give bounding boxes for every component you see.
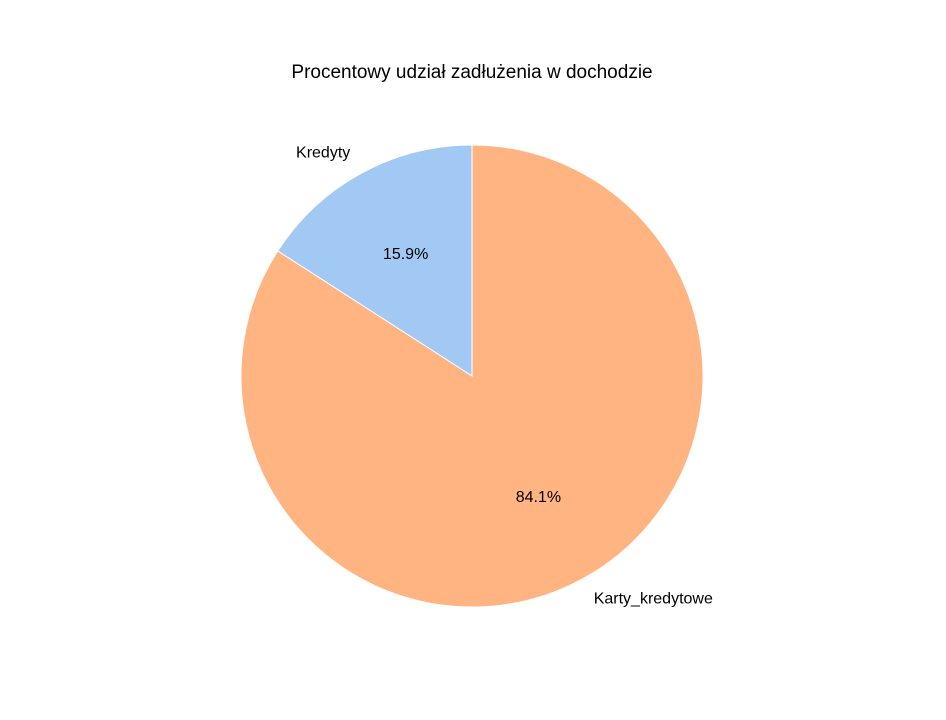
- pie-slice-kredyty: [277, 144, 473, 377]
- pie-slices: [240, 144, 704, 608]
- pie-slice-karty-kredytowe: [240, 144, 704, 608]
- pie-labels: 15.9% Kredyty 84.1% Karty_kredytowe: [296, 144, 713, 607]
- pie-category-label: Karty_kredytowe: [594, 591, 713, 608]
- pie-category-label: Kredyty: [296, 144, 350, 161]
- pie-percent-label: 15.9%: [383, 246, 428, 263]
- chart-title: Procentowy udział zadłużenia w dochodzie: [291, 62, 652, 83]
- pie-percent-label: 84.1%: [516, 489, 561, 506]
